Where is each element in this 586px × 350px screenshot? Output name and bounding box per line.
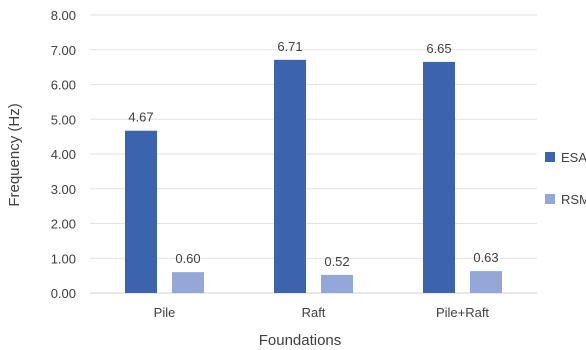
y-tick-label: 1.00: [51, 251, 76, 266]
y-tick-label: 6.00: [51, 78, 76, 93]
x-axis-title: Foundations: [259, 332, 342, 349]
y-tick-label: 0.00: [51, 286, 76, 301]
bar-esa-raft: [274, 59, 306, 293]
bar-rsm-pile: [172, 272, 204, 293]
bars: [125, 59, 502, 293]
data-label: 0.63: [473, 250, 498, 265]
y-tick-label: 3.00: [51, 182, 76, 197]
legend-label-rsm: RSM: [561, 192, 586, 207]
data-label: 0.52: [324, 254, 349, 269]
bar-rsm-raft: [321, 274, 353, 293]
data-label: 6.71: [277, 39, 302, 54]
x-tick-label: Pile: [154, 305, 176, 320]
data-label: 4.67: [128, 110, 153, 125]
y-axis-title: Frequency (Hz): [6, 103, 23, 206]
y-tick-label: 7.00: [51, 43, 76, 58]
legend-swatch-rsm: [545, 194, 555, 204]
y-tick-label: 2.00: [51, 217, 76, 232]
legend-swatch-esa: [545, 152, 555, 162]
data-label: 0.60: [175, 251, 200, 266]
bar-rsm-pile-raft: [470, 271, 502, 293]
x-tick-label: Raft: [302, 305, 326, 320]
bar-esa-pile: [125, 130, 157, 293]
data-label: 6.65: [426, 41, 451, 56]
y-tick-label: 8.00: [51, 8, 76, 23]
bar-esa-pile-raft: [423, 61, 455, 293]
legend-label-esa: ESA: [561, 150, 586, 165]
y-tick-label: 5.00: [51, 112, 76, 127]
gridlines: [90, 14, 537, 294]
data-labels: 4.67 0.60 6.71 0.52 6.65 0.63: [128, 39, 498, 269]
legend: ESA RSM: [545, 150, 586, 207]
x-axis-tick-labels: Pile Raft Pile+Raft: [154, 305, 490, 320]
y-tick-label: 4.00: [51, 147, 76, 162]
y-axis-tick-labels: 0.00 1.00 2.00 3.00 4.00 5.00 6.00 7.00 8.00: [51, 8, 76, 301]
x-tick-label: Pile+Raft: [436, 305, 489, 320]
